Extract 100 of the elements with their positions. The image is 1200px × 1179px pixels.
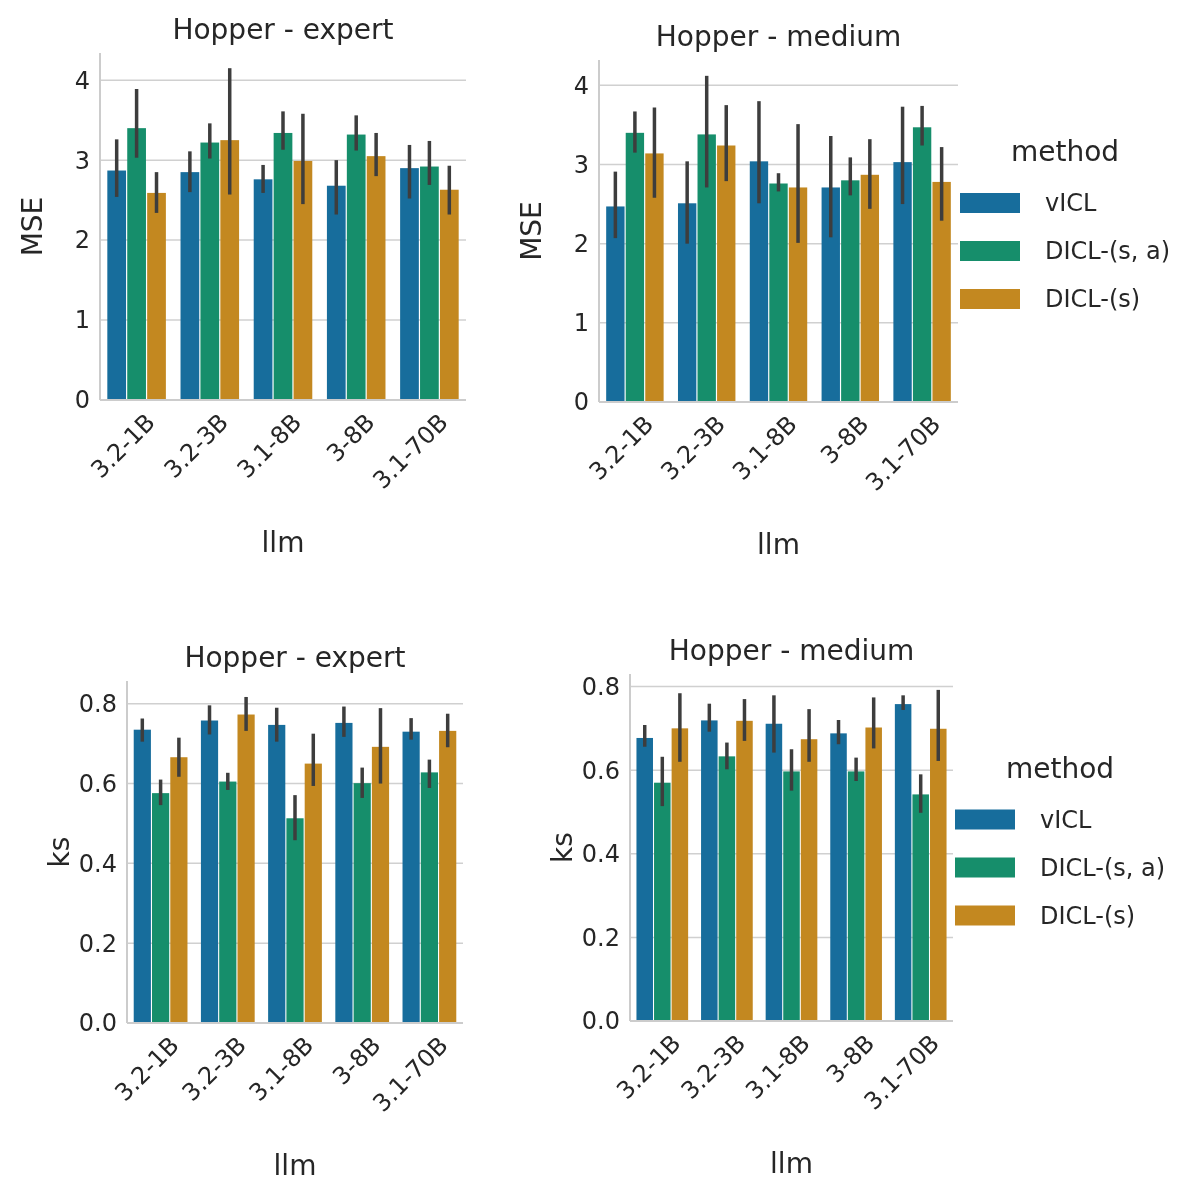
bar	[783, 771, 800, 1021]
bar	[402, 731, 420, 1023]
bar	[268, 724, 286, 1023]
bar	[636, 737, 653, 1021]
bar	[865, 727, 882, 1021]
legend-label: vICL	[1045, 189, 1098, 218]
legend-label: DICL-(s)	[1040, 901, 1136, 930]
bar	[912, 127, 932, 402]
bar	[180, 172, 200, 400]
bar	[220, 140, 240, 400]
bar	[765, 723, 783, 1021]
y-tick-label: 3	[74, 146, 90, 175]
y-axis-title: ks	[43, 836, 76, 868]
bar	[847, 771, 865, 1021]
bar	[439, 730, 457, 1023]
bar	[346, 134, 366, 400]
bar	[717, 145, 736, 402]
bar	[200, 142, 220, 400]
y-tick-label: 0.4	[581, 840, 620, 869]
y-tick-label: 4	[573, 71, 589, 100]
bar	[253, 179, 273, 400]
bar	[107, 170, 127, 400]
bar	[930, 728, 947, 1021]
bar	[326, 185, 346, 400]
legend-label: DICL-(s, a)	[1045, 237, 1171, 266]
y-tick-label: 0.2	[78, 929, 117, 958]
y-tick-label: 0	[74, 386, 90, 415]
bar	[152, 793, 170, 1023]
chart-title: Hopper - expert	[172, 13, 394, 46]
y-axis-title: MSE	[515, 201, 548, 261]
bar	[932, 181, 951, 402]
y-tick-label: 0.6	[78, 769, 117, 798]
legend-label: DICL-(s, a)	[1040, 853, 1166, 882]
bar	[841, 180, 860, 402]
y-tick-label: 3	[573, 150, 589, 179]
bar	[749, 161, 769, 402]
legend-label: DICL-(s)	[1045, 285, 1141, 314]
y-tick-label: 2	[74, 226, 90, 255]
bar	[439, 189, 459, 400]
y-tick-label: 0.8	[78, 690, 117, 719]
bar	[800, 739, 818, 1021]
bar	[400, 168, 419, 400]
y-tick-label: 2	[573, 230, 589, 259]
y-tick-label: 0.0	[581, 1007, 620, 1036]
y-tick-label: 0	[573, 388, 589, 417]
bar	[237, 714, 255, 1023]
bar	[788, 187, 808, 402]
bar	[912, 794, 929, 1021]
bar	[133, 729, 151, 1023]
y-tick-label: 0.2	[581, 923, 620, 952]
bar	[371, 746, 390, 1023]
x-axis-title: llm	[770, 1147, 813, 1179]
chart-title: Hopper - expert	[184, 641, 406, 674]
bar	[127, 128, 146, 400]
x-axis-title: llm	[261, 526, 305, 559]
bar	[304, 763, 322, 1023]
bar	[736, 720, 753, 1021]
legend-title: method	[1005, 751, 1115, 785]
bar	[860, 174, 880, 402]
bar	[420, 772, 438, 1023]
bar	[821, 187, 840, 402]
bar	[894, 704, 912, 1021]
y-axis-title: MSE	[16, 196, 49, 257]
bar	[293, 160, 313, 400]
y-tick-label: 1	[573, 309, 589, 338]
bar	[606, 206, 625, 402]
chart-title: Hopper - medium	[668, 634, 915, 667]
y-tick-label: 0.8	[581, 672, 620, 701]
bar	[170, 757, 188, 1023]
bar	[645, 153, 664, 402]
bar	[677, 203, 697, 402]
bar	[335, 722, 353, 1023]
bar	[273, 132, 293, 400]
y-tick-label: 0.4	[78, 849, 117, 878]
bar	[286, 818, 304, 1023]
y-tick-label: 0.0	[78, 1009, 117, 1038]
x-axis-title: llm	[273, 1149, 317, 1179]
bar	[366, 156, 386, 400]
bar	[420, 166, 439, 400]
bar	[200, 720, 219, 1023]
y-tick-label: 4	[74, 66, 90, 95]
legend-title: method	[1010, 135, 1120, 168]
bar	[769, 183, 788, 402]
bar	[219, 781, 237, 1023]
y-axis-title: ks	[546, 832, 579, 863]
bar	[353, 783, 371, 1023]
bar	[654, 782, 671, 1021]
bar	[697, 134, 716, 402]
legend-label: vICL	[1040, 805, 1093, 834]
bar	[830, 733, 847, 1021]
y-tick-label: 1	[74, 306, 90, 335]
x-axis-title: llm	[757, 528, 800, 561]
bar	[893, 162, 912, 402]
chart-title: Hopper - medium	[655, 20, 902, 53]
bar	[625, 132, 645, 402]
bar	[147, 192, 166, 400]
bar	[718, 756, 736, 1021]
bar	[701, 720, 718, 1021]
y-tick-label: 0.6	[581, 756, 620, 785]
bar	[671, 728, 689, 1021]
